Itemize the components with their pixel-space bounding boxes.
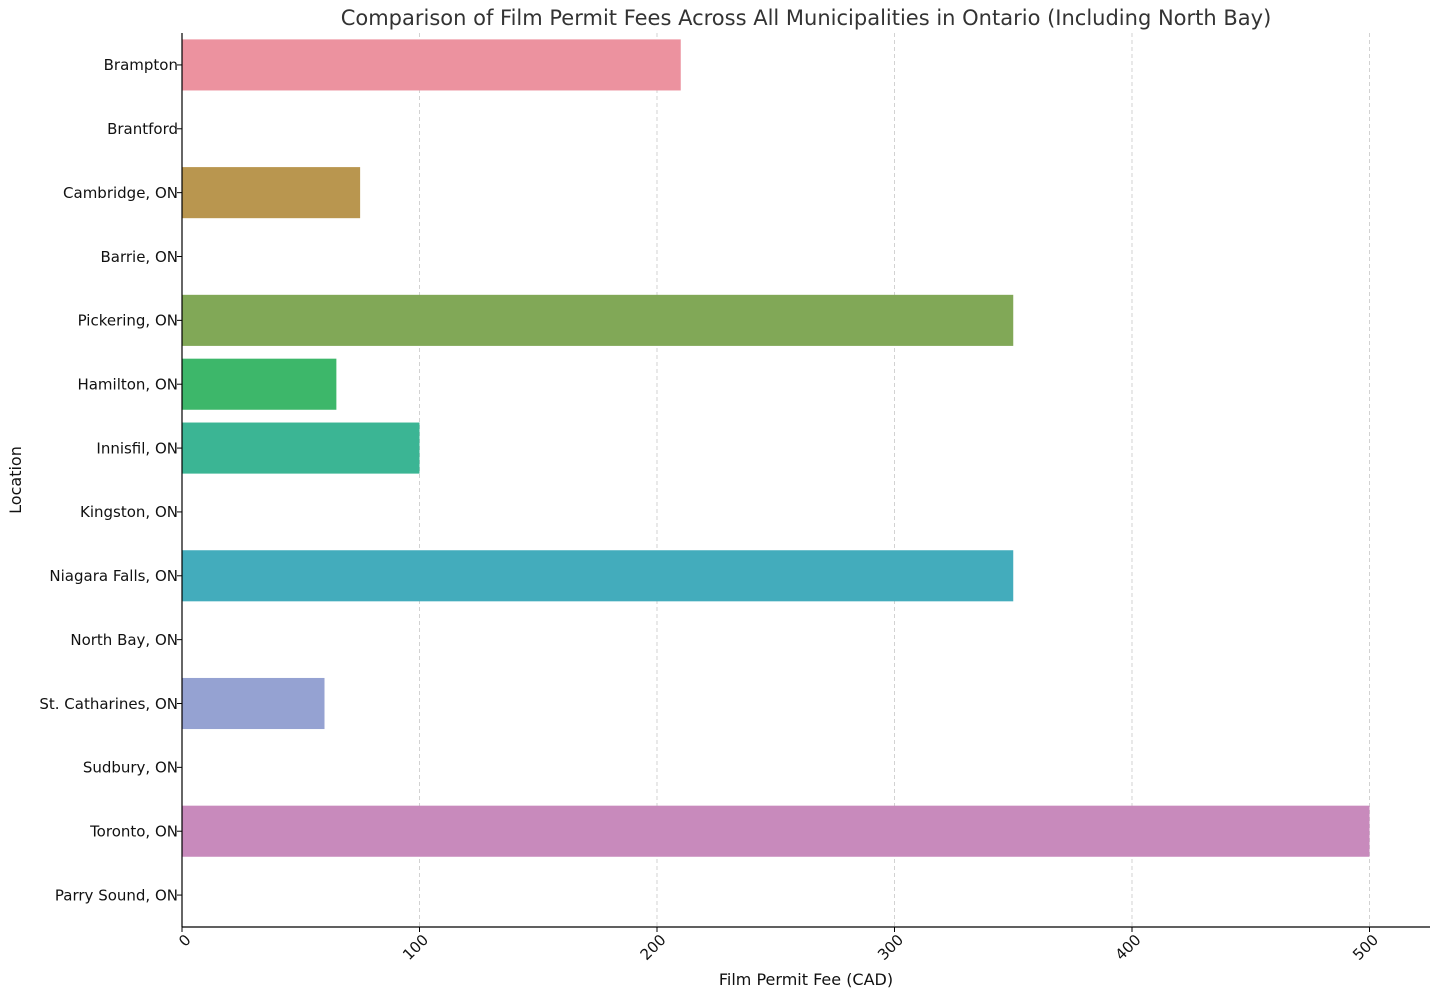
x-tick-label: 300: [874, 931, 907, 964]
y-tick-label: Cambridge, ON: [63, 184, 178, 202]
y-tick-labels: Brampton Brantford Cambridge, ON Barrie, ON…: [39, 56, 182, 904]
y-tick-label: Sudbury, ON: [83, 759, 178, 777]
y-axis-label: Location: [6, 446, 25, 514]
gridlines: [419, 33, 1370, 927]
bar: [182, 167, 361, 219]
x-tick-label: 200: [637, 931, 670, 964]
x-tick-label: 500: [1349, 931, 1382, 964]
x-tick-label: 0: [175, 931, 194, 950]
bar: [182, 358, 337, 410]
y-tick-label: Kingston, ON: [80, 503, 178, 521]
y-tick-label: North Bay, ON: [70, 631, 178, 649]
y-tick-label: Brantford: [107, 120, 178, 138]
bar: [182, 294, 1014, 346]
x-tick-labels: 0 100 200 300 400 500: [175, 927, 1382, 964]
bar: [182, 550, 1014, 602]
bar: [182, 39, 681, 91]
bars: [182, 39, 1370, 857]
y-tick-label: Hamilton, ON: [77, 375, 178, 393]
y-tick-label: St. Catharines, ON: [39, 695, 178, 713]
y-tick-label: Parry Sound, ON: [55, 886, 178, 904]
bar: [182, 805, 1370, 857]
axes: [181, 33, 1430, 928]
bar: [182, 677, 325, 730]
y-tick-label: Toronto, ON: [89, 822, 178, 840]
x-tick-label: 400: [1112, 931, 1145, 964]
chart-title: Comparison of Film Permit Fees Across Al…: [341, 6, 1272, 30]
y-tick-label: Barrie, ON: [100, 248, 178, 266]
x-axis-label: Film Permit Fee (CAD): [719, 970, 893, 989]
bar: [182, 422, 420, 474]
y-tick-label: Niagara Falls, ON: [49, 567, 178, 585]
y-tick-label: Brampton: [104, 56, 178, 74]
y-tick-label: Innisfil, ON: [96, 439, 178, 457]
y-tick-label: Pickering, ON: [78, 312, 178, 330]
x-tick-label: 100: [399, 931, 432, 964]
